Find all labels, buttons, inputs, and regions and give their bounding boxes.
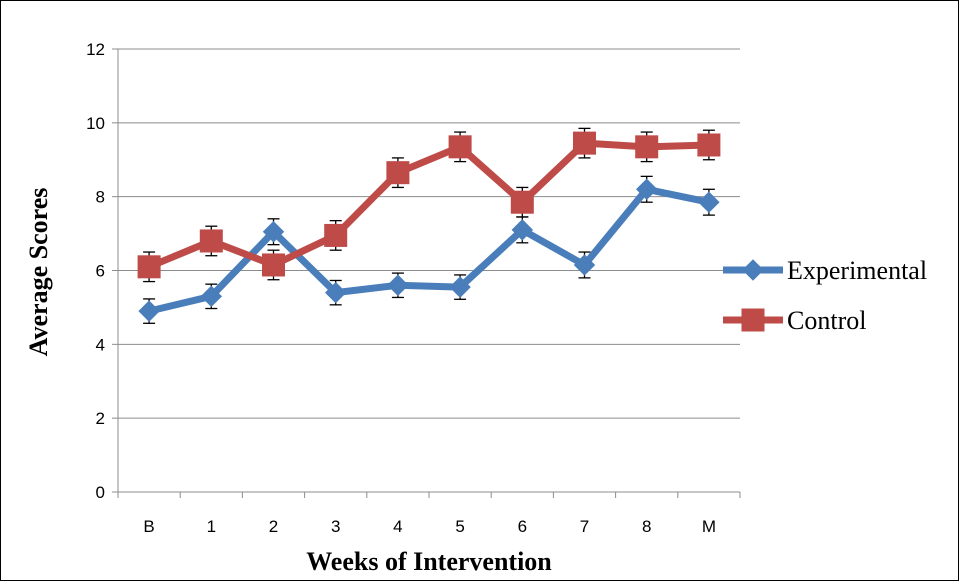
series-experimental bbox=[138, 175, 720, 324]
y-tick-labels: 0 2 4 6 8 10 12 bbox=[86, 40, 105, 502]
y-tick-label: 4 bbox=[96, 335, 105, 354]
legend-item-experimental: Experimental bbox=[723, 256, 927, 285]
data-point-experimental bbox=[138, 300, 160, 322]
data-point-control bbox=[697, 133, 721, 157]
legend-label: Experimental bbox=[787, 256, 927, 285]
x-tick-labels: B 1 2 3 4 5 6 7 8 M bbox=[143, 517, 716, 536]
data-point-experimental bbox=[324, 281, 347, 304]
data-point-control bbox=[324, 223, 348, 247]
x-tick-label: 2 bbox=[269, 517, 278, 536]
data-point-control bbox=[635, 135, 659, 159]
x-tick-label: M bbox=[702, 517, 716, 536]
y-axis-title: Average Scores bbox=[24, 188, 53, 357]
x-tick-label: 8 bbox=[642, 517, 651, 536]
data-point-control bbox=[510, 190, 534, 214]
legend-marker bbox=[741, 308, 765, 332]
x-axis-title: Weeks of Intervention bbox=[306, 547, 552, 576]
x-tick-label: 3 bbox=[331, 517, 340, 536]
series-control bbox=[137, 127, 721, 283]
data-point-experimental bbox=[387, 274, 409, 296]
x-tick-label: 6 bbox=[518, 517, 527, 536]
data-point-experimental bbox=[262, 221, 285, 243]
data-point-experimental bbox=[200, 285, 223, 308]
data-point-experimental bbox=[449, 276, 471, 298]
data-point-control bbox=[573, 131, 596, 155]
data-point-experimental bbox=[635, 178, 658, 200]
y-tick-label: 12 bbox=[86, 40, 105, 59]
data-point-control bbox=[137, 255, 161, 279]
legend-item-control: Control bbox=[723, 306, 866, 335]
data-point-experimental bbox=[511, 219, 534, 241]
data-point-experimental bbox=[698, 191, 720, 213]
legend: Experimental Control bbox=[723, 256, 927, 335]
x-tick-label: 1 bbox=[207, 517, 216, 536]
series-group bbox=[137, 127, 721, 324]
axes bbox=[112, 48, 741, 498]
y-tick-label: 0 bbox=[96, 483, 105, 502]
legend-marker bbox=[742, 259, 764, 281]
y-tick-label: 8 bbox=[96, 188, 105, 207]
series-line-experimental bbox=[148, 185, 710, 315]
data-point-control bbox=[386, 161, 410, 185]
data-point-control bbox=[262, 253, 285, 277]
x-tick-label: 7 bbox=[580, 517, 589, 536]
data-point-control bbox=[199, 229, 223, 253]
legend-label: Control bbox=[787, 306, 866, 335]
series-line-control bbox=[147, 139, 710, 271]
x-tick-label: 5 bbox=[455, 517, 464, 536]
x-tick-label: B bbox=[143, 517, 154, 536]
y-tick-label: 2 bbox=[96, 409, 105, 428]
y-tick-label: 6 bbox=[96, 262, 105, 281]
data-point-experimental bbox=[573, 254, 596, 276]
x-tick-label: 4 bbox=[393, 517, 402, 536]
y-tick-label: 10 bbox=[86, 114, 105, 133]
data-point-control bbox=[448, 135, 472, 159]
